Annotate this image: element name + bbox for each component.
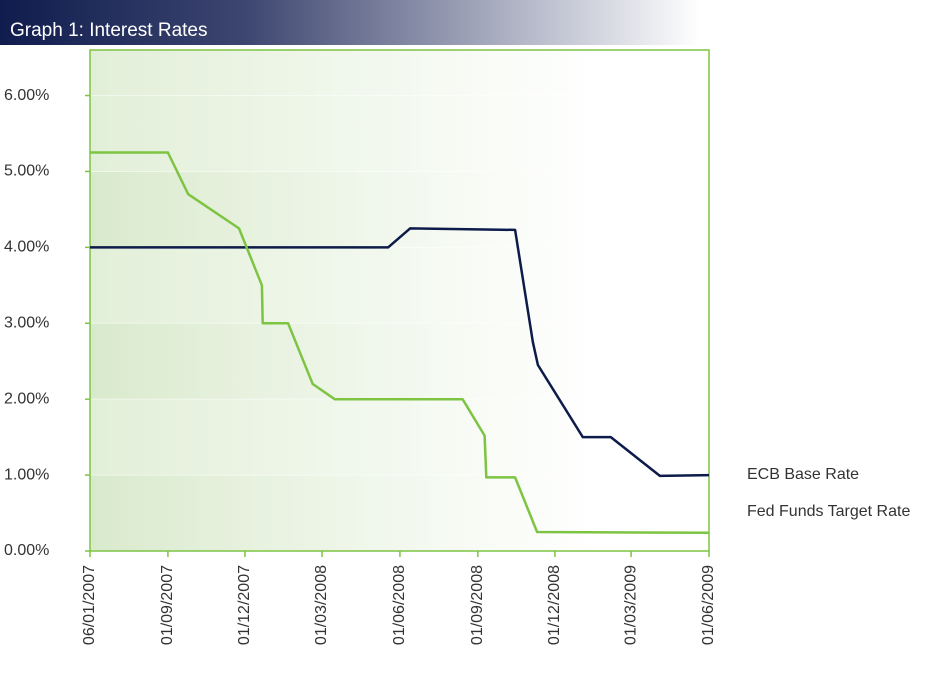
x-tick-label: 01/12/2008 — [546, 565, 563, 645]
grid-band — [90, 171, 709, 248]
y-tick-label: 2.00% — [4, 390, 49, 407]
title-banner — [0, 0, 700, 45]
y-tick-label: 5.00% — [4, 163, 49, 180]
plot-area — [90, 50, 709, 551]
x-tick-label: 01/09/2007 — [159, 565, 176, 645]
y-tick-label: 4.00% — [4, 239, 49, 256]
y-tick-label: 1.00% — [4, 466, 49, 483]
x-tick-label: 01/12/2007 — [236, 565, 253, 645]
y-tick-label: 6.00% — [4, 87, 49, 104]
series-line — [90, 151, 710, 535]
x-tick-label: 01/06/2009 — [700, 565, 717, 645]
plot-background — [90, 50, 709, 551]
legend-label: ECB Base Rate — [747, 466, 859, 483]
y-tick-label: 3.00% — [4, 314, 49, 331]
x-tick-label: 01/06/2008 — [391, 565, 408, 645]
chart-title: Graph 1: Interest Rates — [10, 20, 208, 41]
x-tick-label: 01/03/2008 — [313, 565, 330, 645]
y-tick-label: 0.00% — [4, 542, 49, 559]
legend-label: Fed Funds Target Rate — [747, 503, 910, 520]
series-line — [90, 227, 710, 478]
x-tick-label: 01/09/2008 — [469, 565, 486, 645]
x-tick-label: 01/03/2009 — [622, 565, 639, 645]
grid-band — [90, 323, 709, 400]
grid-band — [90, 475, 709, 551]
x-tick-label: 06/01/2007 — [81, 565, 98, 645]
